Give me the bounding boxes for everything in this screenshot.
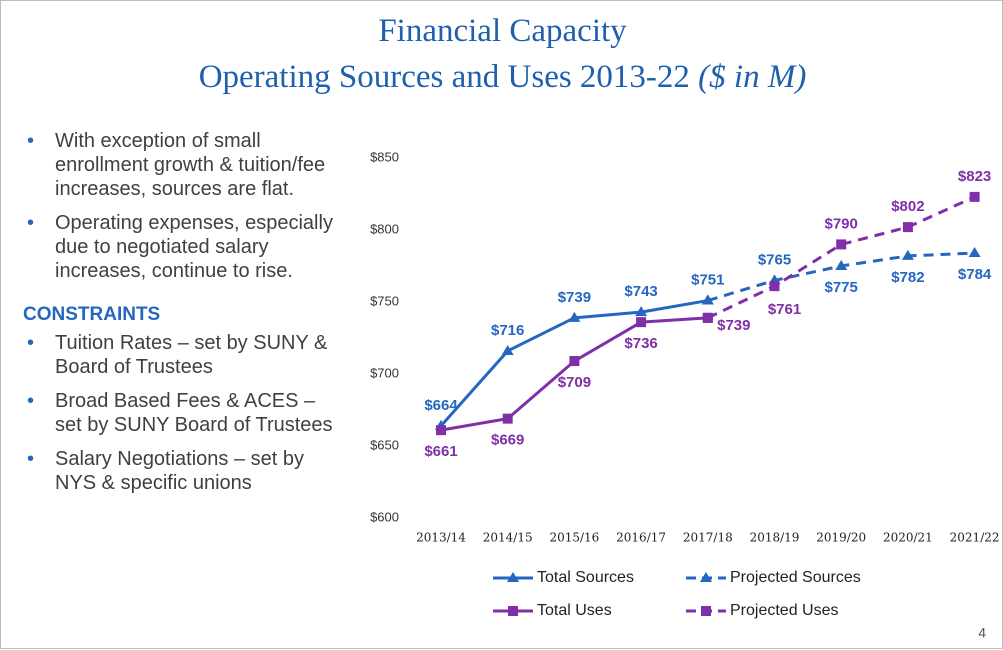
- legend-marker: [700, 572, 712, 582]
- x-tick-label: 2021/22: [950, 531, 1000, 545]
- subtitle: Operating Sources and Uses 2013-22: [198, 59, 690, 95]
- y-tick-label: $850: [370, 149, 399, 164]
- subtitle-line: Operating Sources and Uses 2013-22 ($ in…: [1, 59, 1003, 96]
- marker: [502, 413, 513, 424]
- data-label: $775: [825, 279, 858, 296]
- x-tick-label: 2014/15: [483, 531, 533, 545]
- data-label: $736: [624, 335, 657, 352]
- marker: [701, 294, 714, 305]
- marker: [968, 247, 981, 258]
- title: Financial Capacity: [378, 13, 627, 49]
- data-label: $669: [491, 432, 524, 449]
- marker: [702, 312, 713, 323]
- marker: [902, 222, 913, 233]
- x-tick-label: 2015/16: [549, 531, 599, 545]
- constraints-heading: CONSTRAINTS: [23, 304, 161, 325]
- data-label: $751: [691, 272, 724, 289]
- marker: [635, 306, 648, 317]
- series-line: [707, 195, 976, 320]
- marker: [436, 425, 446, 436]
- legend-marker: [507, 572, 519, 582]
- constraint: Tuition Rates – set by SUNY & Board of T…: [23, 331, 333, 379]
- legend-label: Total Sources: [537, 569, 634, 586]
- x-tick-label: 2016/17: [616, 531, 666, 545]
- page-number: 4: [978, 625, 986, 641]
- legend-label: Projected Uses: [730, 602, 839, 619]
- marker: [835, 260, 848, 270]
- constraint: Broad Based Fees & ACES – set by SUNY Bo…: [23, 389, 333, 437]
- data-label: $743: [624, 283, 657, 300]
- data-label: $661: [424, 443, 457, 460]
- data-label: $664: [424, 397, 458, 414]
- data-label: $784: [958, 266, 992, 283]
- y-tick-label: $750: [370, 293, 399, 308]
- legend-label: Projected Sources: [730, 569, 861, 586]
- legend-marker: [701, 606, 711, 616]
- marker: [769, 281, 780, 292]
- data-label: $739: [558, 289, 591, 306]
- data-label: $790: [825, 215, 858, 232]
- x-tick-label: 2018/19: [750, 531, 800, 545]
- legend-marker: [508, 606, 518, 616]
- text-column: With exception of small enrollment growt…: [23, 129, 333, 505]
- subtitle-unit: ($ in M): [698, 59, 807, 95]
- marker: [568, 311, 581, 322]
- marker: [501, 344, 514, 355]
- y-tick-label: $700: [370, 365, 399, 380]
- x-tick-label: 2017/18: [683, 531, 733, 545]
- data-label: $709: [558, 374, 591, 391]
- marker: [901, 249, 914, 260]
- data-label: $782: [891, 269, 924, 286]
- bullet: Operating expenses, especially due to ne…: [23, 211, 333, 283]
- marker: [969, 191, 980, 202]
- bullet: With exception of small enrollment growt…: [23, 129, 333, 201]
- x-tick-label: 2013/14: [416, 531, 466, 545]
- marker: [569, 356, 580, 367]
- data-label: $802: [891, 198, 924, 215]
- y-tick-label: $600: [370, 509, 399, 524]
- y-tick-label: $650: [370, 437, 399, 452]
- x-tick-label: 2019/20: [816, 531, 866, 545]
- data-label: $823: [958, 168, 991, 185]
- legend-label: Total Uses: [537, 602, 612, 619]
- marker: [836, 239, 847, 250]
- x-tick-label: 2020/21: [883, 531, 933, 545]
- y-tick-label: $800: [370, 221, 399, 236]
- data-label: $716: [491, 322, 524, 339]
- marker: [636, 317, 647, 328]
- data-label: $739: [717, 317, 750, 334]
- data-label: $761: [768, 301, 801, 318]
- data-label: $765: [758, 251, 791, 268]
- constraint: Salary Negotiations – set by NYS & speci…: [23, 447, 333, 495]
